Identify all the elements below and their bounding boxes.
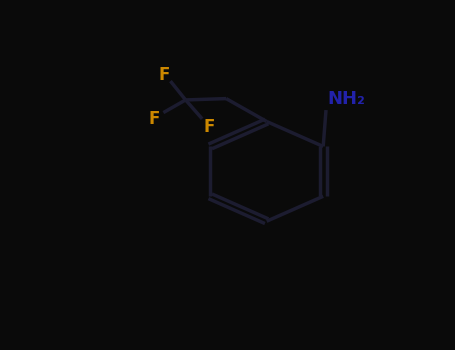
Text: F: F bbox=[148, 110, 160, 128]
Text: F: F bbox=[203, 118, 215, 136]
Text: NH₂: NH₂ bbox=[328, 90, 366, 108]
Text: F: F bbox=[159, 66, 170, 84]
